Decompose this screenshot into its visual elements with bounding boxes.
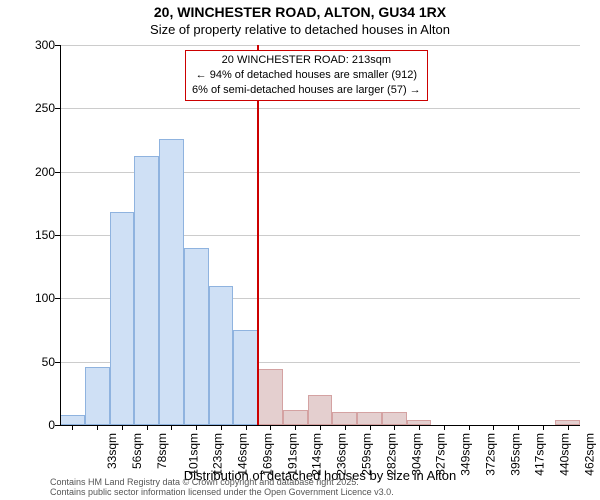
y-tick-label: 50 (42, 355, 55, 369)
annotation-line: ← 94% of detached houses are smaller (91… (192, 68, 421, 83)
x-tick-label: 440sqm (558, 433, 572, 476)
histogram-bar (85, 367, 110, 425)
y-tick-label: 0 (48, 418, 55, 432)
x-tick-label: 372sqm (484, 433, 498, 476)
x-tick-label: 33sqm (105, 433, 119, 469)
y-tick-label: 100 (35, 291, 55, 305)
histogram-bar (209, 286, 234, 425)
y-tick-label: 250 (35, 101, 55, 115)
x-tick-label: 282sqm (384, 433, 398, 476)
x-tick-label: 56sqm (130, 433, 144, 469)
grid-line (60, 108, 580, 109)
chart-subtitle: Size of property relative to detached ho… (0, 22, 600, 37)
histogram-bar (382, 412, 407, 425)
x-tick-label: 146sqm (236, 433, 250, 476)
y-tick-label: 150 (35, 228, 55, 242)
histogram-bar (283, 410, 308, 425)
grid-line (60, 45, 580, 46)
annotation-line: 20 WINCHESTER ROAD: 213sqm (192, 53, 421, 68)
histogram-plot: 20 WINCHESTER ROAD: 213sqm← 94% of detac… (60, 45, 580, 425)
histogram-bar (184, 248, 209, 425)
footer-line-2: Contains public sector information licen… (50, 488, 394, 498)
histogram-bar (134, 156, 159, 425)
x-tick-label: 417sqm (533, 433, 547, 476)
x-tick-label: 304sqm (409, 433, 423, 476)
histogram-bar (258, 369, 283, 425)
x-tick-label: 349sqm (459, 433, 473, 476)
x-tick-label: 169sqm (261, 433, 275, 476)
histogram-bar (357, 412, 382, 425)
x-tick-label: 327sqm (434, 433, 448, 476)
annotation-line: 6% of semi-detached houses are larger (5… (192, 83, 421, 98)
histogram-bar (159, 139, 184, 425)
x-tick-label: 214sqm (310, 433, 324, 476)
histogram-bar (60, 415, 85, 425)
x-tick-label: 462sqm (583, 433, 597, 476)
y-axis (60, 45, 61, 425)
y-tick-label: 200 (35, 165, 55, 179)
histogram-bar (308, 395, 333, 425)
x-tick-label: 259sqm (360, 433, 374, 476)
x-tick-label: 78sqm (155, 433, 169, 469)
x-tick-label: 395sqm (508, 433, 522, 476)
x-tick-label: 123sqm (211, 433, 225, 476)
x-axis (60, 425, 580, 426)
x-tick-label: 101sqm (186, 433, 200, 476)
reference-line (257, 45, 259, 425)
y-tick-label: 300 (35, 38, 55, 52)
x-tick-label: 191sqm (285, 433, 299, 476)
histogram-bar (233, 330, 258, 425)
histogram-bar (110, 212, 135, 425)
annotation-box: 20 WINCHESTER ROAD: 213sqm← 94% of detac… (185, 50, 428, 101)
histogram-bar (332, 412, 357, 425)
footer-attribution: Contains HM Land Registry data © Crown c… (50, 478, 394, 498)
chart-title: 20, WINCHESTER ROAD, ALTON, GU34 1RX (0, 4, 600, 20)
x-tick-label: 236sqm (335, 433, 349, 476)
